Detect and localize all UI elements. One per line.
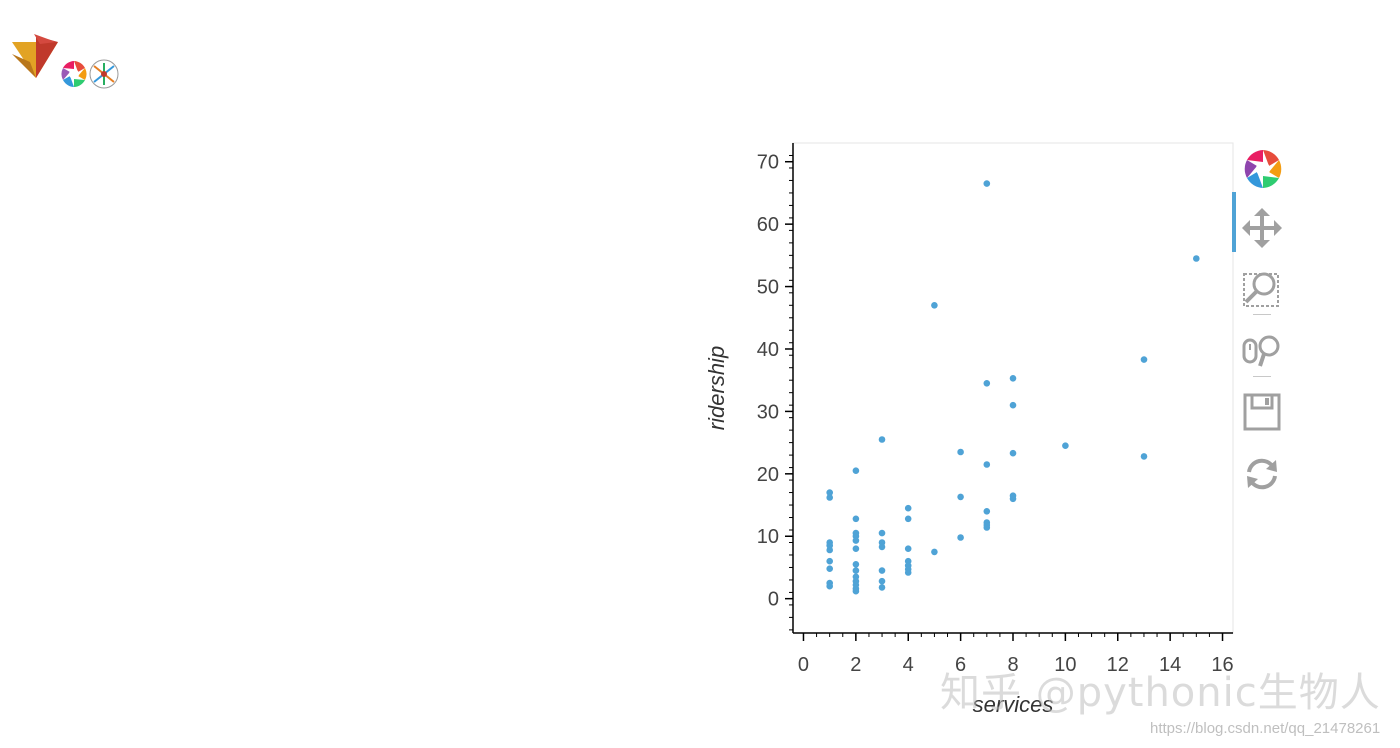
x-tick-label: 0 — [798, 654, 809, 676]
reset-icon — [1247, 458, 1277, 490]
reset-tool-button[interactable] — [1232, 446, 1292, 502]
scatter-point — [852, 561, 860, 568]
y-tick-label: 40 — [757, 339, 779, 361]
x-tick-label: 8 — [1007, 654, 1018, 676]
scatter-point — [1009, 449, 1017, 457]
jupyter-color-logo-icon — [60, 60, 88, 88]
active-tool-indicator — [1232, 192, 1236, 252]
scatter-point — [983, 508, 991, 515]
scatter-point — [983, 524, 991, 531]
wheel-zoom-icon — [1242, 335, 1280, 367]
scatter-point — [852, 537, 860, 544]
x-axis-label: services — [973, 692, 1054, 717]
x-axis: 0 2 4 6 8 10 12 14 16 — [793, 632, 1234, 676]
scatter-point — [1009, 495, 1017, 503]
scatter-point — [1193, 255, 1200, 262]
scatter-point — [1140, 453, 1148, 460]
scatter-point — [826, 546, 833, 554]
y-axis: 0 10 20 30 40 50 60 70 — [757, 143, 794, 633]
plot-frame — [792, 142, 1234, 634]
y-tick-label: 20 — [757, 464, 779, 486]
scatter-point — [904, 569, 912, 576]
plot-toolbar — [1232, 140, 1292, 500]
scatter-point — [1009, 375, 1017, 382]
scatter-point — [878, 577, 886, 585]
scatter-point — [931, 548, 938, 556]
scatter-point — [878, 543, 886, 551]
scatter-point — [1009, 401, 1017, 409]
x-tick-label: 14 — [1159, 654, 1181, 676]
scatter-point — [826, 557, 833, 565]
save-tool-button[interactable] — [1232, 384, 1292, 440]
x-tick-label: 16 — [1211, 654, 1233, 676]
watermark-text: 知乎 @pythonic生物人 — [940, 670, 1381, 716]
y-tick-label: 50 — [757, 277, 779, 299]
triangle-logo-icon — [12, 34, 58, 78]
save-icon — [1243, 393, 1281, 431]
scatter-point — [878, 529, 886, 537]
x-tick-label: 12 — [1107, 654, 1129, 676]
y-tick-label: 70 — [757, 152, 779, 174]
y-tick-label: 10 — [757, 526, 779, 548]
pinwheel-logo-icon — [89, 59, 119, 89]
y-axis-label: ridership — [704, 346, 729, 430]
pan-tool-button[interactable] — [1232, 200, 1292, 256]
bokeh-logo-button[interactable] — [1232, 140, 1292, 196]
x-tick-label: 2 — [850, 654, 861, 676]
scatter-point — [1062, 442, 1069, 450]
scatter-point — [878, 584, 886, 591]
box-zoom-tool-button[interactable] — [1232, 260, 1292, 316]
app-logos — [10, 32, 125, 94]
wheel-zoom-tool-button[interactable] — [1232, 322, 1292, 378]
scatter-point — [878, 436, 886, 443]
scatter-point — [826, 565, 833, 572]
scatter-point — [852, 467, 860, 475]
scatter-point — [904, 515, 912, 523]
points-layer — [826, 180, 1200, 595]
scatter-point — [931, 302, 938, 309]
scatter-point — [878, 567, 886, 574]
y-tick-label: 0 — [768, 589, 779, 611]
x-tick-label: 4 — [903, 654, 914, 676]
toolbar-divider — [1253, 376, 1271, 377]
scatter-point — [983, 180, 991, 187]
y-tick-label: 60 — [757, 214, 779, 236]
scatter-point — [957, 493, 964, 501]
scatter-point — [852, 545, 860, 552]
scatter-point — [957, 448, 964, 456]
scatter-point — [826, 582, 833, 590]
toolbar-divider — [1253, 314, 1271, 315]
scatter-point — [826, 494, 833, 501]
scatter-point — [904, 545, 912, 552]
scatter-point — [983, 461, 991, 468]
x-tick-label: 6 — [955, 654, 966, 676]
scatter-point — [852, 567, 860, 574]
x-tick-label: 10 — [1054, 654, 1076, 676]
box-zoom-icon — [1243, 272, 1279, 307]
watermark-url: https://blog.csdn.net/qq_21478261 — [1150, 720, 1381, 737]
scatter-point — [826, 489, 833, 496]
y-tick-label: 30 — [757, 401, 779, 423]
scatter-point — [957, 534, 964, 541]
pan-icon — [1242, 208, 1282, 248]
scatter-point — [904, 504, 912, 512]
scatter-point — [1140, 356, 1148, 363]
scatter-point — [852, 515, 860, 523]
scatter-point — [852, 587, 860, 595]
scatter-point — [983, 380, 991, 387]
bokeh-logo-icon — [1244, 150, 1282, 188]
